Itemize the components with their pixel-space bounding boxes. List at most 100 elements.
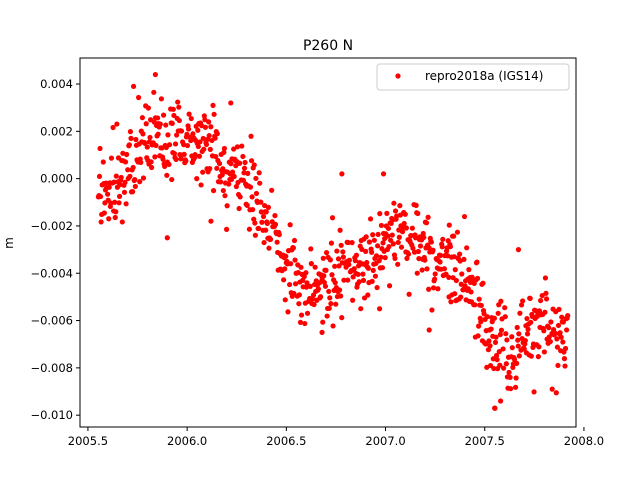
data-point — [502, 305, 508, 311]
y-tick-label: −0.008 — [30, 361, 73, 375]
data-point — [512, 384, 519, 390]
data-point — [100, 159, 106, 165]
data-point — [216, 160, 223, 167]
data-point — [352, 258, 358, 264]
data-point — [417, 243, 424, 249]
data-point — [497, 362, 503, 368]
data-point — [358, 306, 364, 312]
y-tick-label: −0.006 — [30, 314, 73, 328]
data-point — [103, 180, 109, 186]
data-point — [492, 339, 499, 345]
data-point — [565, 312, 571, 319]
data-point — [317, 294, 324, 300]
data-point — [237, 160, 243, 166]
data-point — [464, 245, 470, 251]
data-point — [472, 302, 478, 308]
data-point — [113, 173, 119, 179]
data-point — [327, 295, 333, 301]
data-point — [250, 206, 256, 213]
data-point — [214, 131, 220, 137]
data-point — [166, 142, 173, 148]
data-point — [265, 204, 272, 210]
data-point — [485, 347, 492, 353]
data-point — [160, 156, 166, 162]
data-point — [452, 267, 458, 273]
data-point — [176, 117, 182, 124]
data-point — [148, 159, 154, 165]
data-point — [503, 331, 509, 337]
data-point — [395, 239, 401, 246]
data-point — [173, 156, 179, 162]
data-point — [213, 154, 219, 160]
y-tick-label: −0.010 — [30, 408, 73, 422]
data-point — [446, 222, 452, 228]
data-point — [192, 152, 198, 158]
data-point — [339, 171, 345, 177]
data-point — [145, 105, 151, 111]
data-point — [515, 337, 521, 343]
data-point — [221, 149, 227, 155]
data-point — [201, 146, 207, 152]
data-point — [506, 369, 512, 376]
data-point — [221, 145, 228, 152]
data-point — [324, 313, 330, 319]
data-points — [95, 71, 571, 411]
data-point — [269, 187, 275, 193]
data-point — [200, 169, 206, 175]
data-point — [360, 271, 366, 277]
data-point — [206, 133, 212, 139]
data-point — [502, 314, 508, 320]
data-point — [353, 252, 360, 258]
data-point — [379, 265, 386, 271]
data-point — [171, 112, 177, 119]
data-point — [321, 273, 327, 279]
data-point — [130, 164, 136, 171]
data-point — [488, 326, 494, 332]
data-point — [290, 245, 296, 251]
data-point — [504, 337, 510, 343]
x-tick-label: 2005.5 — [68, 434, 108, 448]
data-point — [493, 334, 499, 340]
data-point — [114, 121, 120, 127]
data-point — [466, 267, 472, 273]
data-point — [539, 292, 545, 299]
data-point — [447, 244, 453, 250]
data-point — [397, 203, 403, 209]
data-point — [405, 251, 412, 257]
data-point — [389, 232, 395, 238]
data-point — [562, 345, 569, 352]
data-point — [298, 264, 304, 270]
data-point — [531, 389, 537, 395]
data-point — [475, 333, 481, 339]
data-point — [546, 334, 552, 340]
data-point — [105, 191, 111, 197]
data-point — [158, 96, 165, 102]
x-tick-label: 2006.0 — [167, 434, 207, 448]
y-tick-label: −0.002 — [30, 219, 73, 233]
data-point — [247, 184, 254, 190]
data-point — [508, 386, 514, 392]
y-tick-label: 0.000 — [40, 172, 73, 186]
data-point — [111, 179, 117, 185]
data-point — [136, 94, 142, 101]
data-point — [341, 277, 347, 283]
data-point — [369, 249, 375, 255]
data-point — [484, 314, 490, 320]
data-point — [249, 194, 255, 200]
data-point — [101, 210, 107, 216]
data-point — [332, 280, 338, 286]
data-point — [486, 338, 492, 344]
data-point — [521, 346, 527, 352]
data-point — [233, 163, 239, 169]
data-point — [528, 353, 534, 359]
data-point — [556, 306, 562, 312]
data-point — [515, 343, 521, 349]
data-point — [248, 158, 255, 164]
data-point — [169, 120, 175, 126]
data-point — [346, 257, 352, 263]
data-point — [468, 289, 474, 295]
data-point — [233, 183, 239, 190]
data-point — [329, 215, 336, 221]
data-point — [525, 326, 531, 332]
data-point — [334, 248, 340, 254]
